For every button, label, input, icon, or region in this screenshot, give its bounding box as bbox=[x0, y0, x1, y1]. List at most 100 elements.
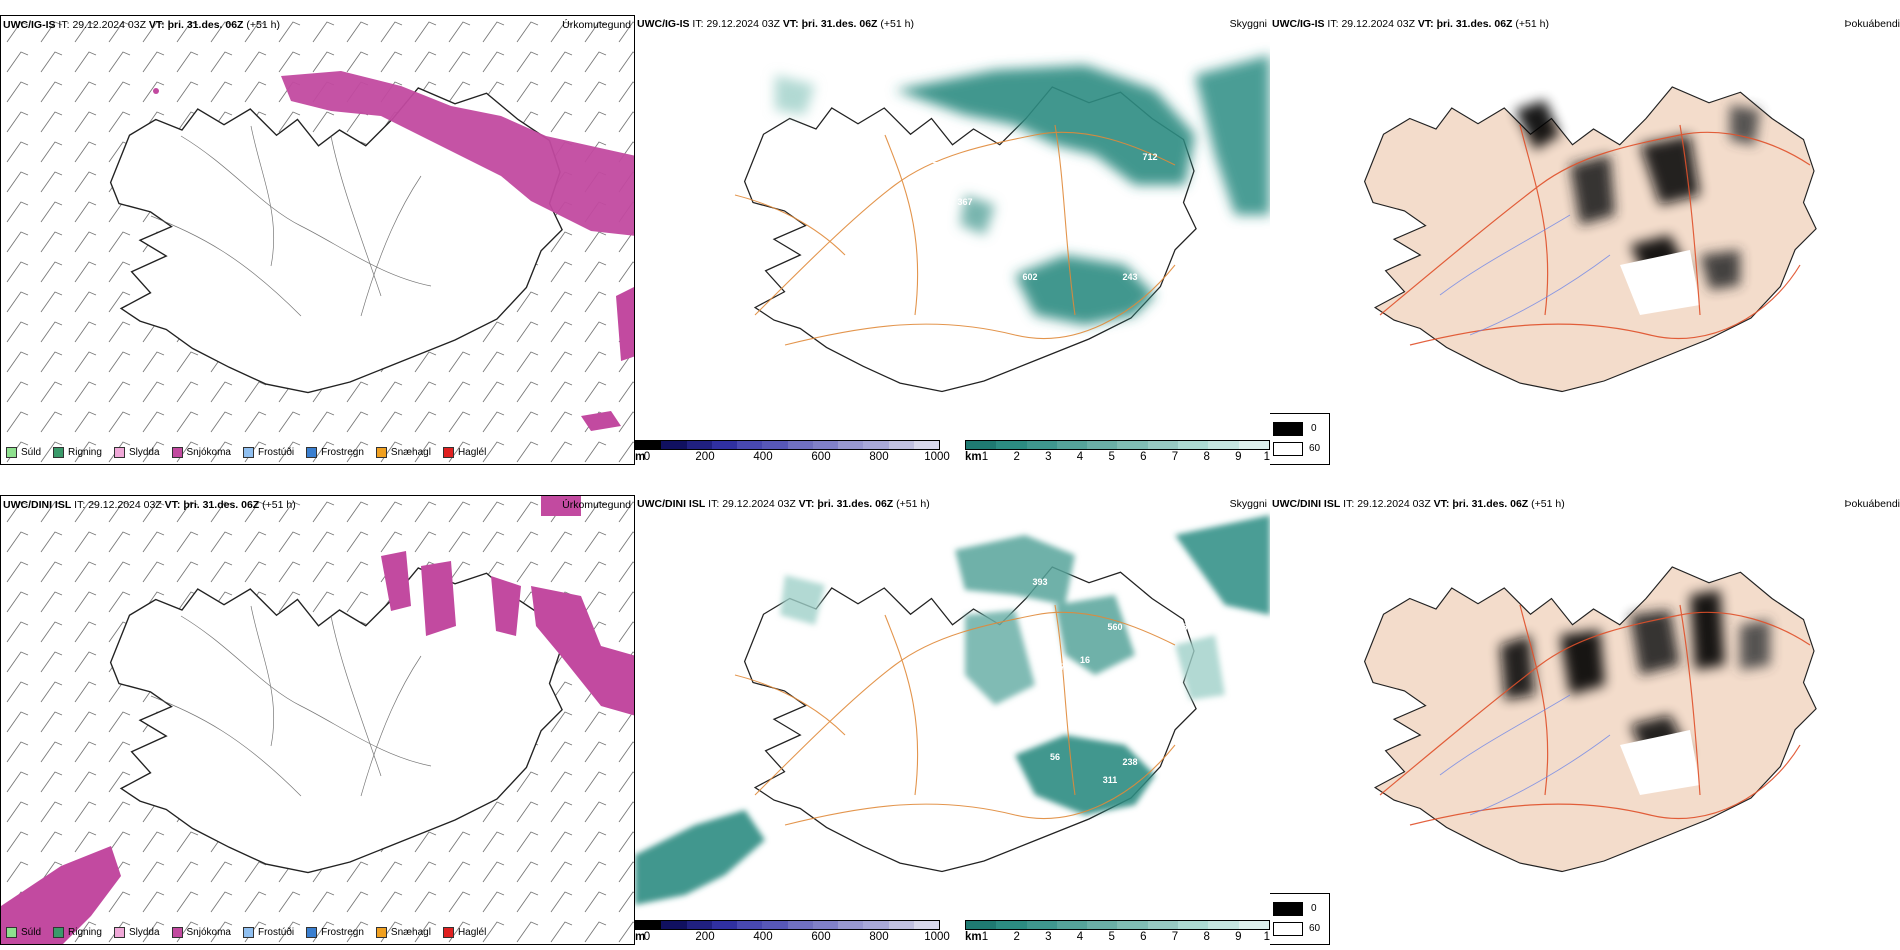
colorbar-tick-label: 1 bbox=[981, 451, 989, 463]
swatch-hail bbox=[442, 447, 454, 458]
fog-swatch-60 bbox=[1273, 442, 1303, 456]
colorbar-segment bbox=[1178, 921, 1209, 929]
fog-legend: 0 60 bbox=[1270, 893, 1330, 945]
colorbar-tick-label: 9 bbox=[1235, 451, 1242, 463]
colorbar-segment bbox=[737, 921, 763, 929]
swatch-freezing-rain bbox=[306, 447, 318, 458]
precip-legend: Súld Rigning Slydda Snjókoma Frostúði Fr… bbox=[6, 447, 486, 458]
swatch-freezing-drizzle bbox=[242, 927, 254, 938]
snow-area bbox=[1, 846, 121, 944]
colorbar-unit: m bbox=[635, 451, 646, 463]
colorbar-segment bbox=[888, 921, 914, 929]
colorbar-segment bbox=[1026, 921, 1057, 929]
colorbar-segment bbox=[913, 441, 939, 449]
panel-label: Úrkomutegund bbox=[562, 19, 631, 31]
cloud-base-label: 478 bbox=[1172, 622, 1187, 632]
colorbar-segment bbox=[863, 921, 889, 929]
swatch-drizzle bbox=[6, 927, 17, 938]
colorbar-segment bbox=[913, 921, 939, 929]
colorbar-tick-label: 4 bbox=[1076, 931, 1084, 943]
panel-label: Skyggni bbox=[1229, 498, 1267, 510]
legend-item: Súld bbox=[6, 447, 41, 458]
cloud-base-label: 56 bbox=[1050, 752, 1060, 762]
panel-label: Skyggni bbox=[1229, 18, 1267, 30]
colorbar-tick-label: 200 bbox=[695, 451, 715, 463]
cloud-base-labels: 712 483 602 243 402 367 275 bbox=[922, 152, 1157, 282]
colorbar-tick-label: 0 bbox=[643, 931, 651, 943]
visibility-map: 393 560 478 97 16 558 767 135 56 238 311 750 bbox=[635, 515, 1270, 907]
legend-item: Snjókoma bbox=[171, 447, 231, 458]
cloud-base-label: 393 bbox=[1032, 577, 1047, 587]
fog-legend-label: 60 bbox=[1309, 443, 1321, 454]
cloud-colorbar: km 1 2 3 4 5 6 7 8 9 10 bbox=[965, 920, 1270, 943]
colorbar-tick-label: 400 bbox=[753, 931, 773, 943]
colorbar-segment bbox=[1208, 441, 1239, 449]
snow-edge bbox=[581, 287, 634, 431]
swatch-freezing-drizzle bbox=[242, 447, 254, 458]
cloud-base-label: 367 bbox=[957, 197, 972, 207]
colorbar-segment bbox=[812, 441, 838, 449]
colorbar-tick-label: 9 bbox=[1235, 931, 1242, 943]
swatch-hail bbox=[442, 927, 454, 938]
cloud-base-label: 558 bbox=[1047, 692, 1062, 702]
legend-item: Frostúði bbox=[242, 447, 294, 458]
cloud-base-labels: 393 560 478 97 16 558 767 135 56 238 311 750 bbox=[707, 577, 1187, 907]
colorbar-segment bbox=[636, 921, 662, 929]
colorbar-segment bbox=[711, 921, 737, 929]
swatch-rain bbox=[53, 927, 65, 938]
colorbar-segment bbox=[1087, 921, 1118, 929]
colorbar-tick-label: 800 bbox=[869, 451, 889, 463]
legend-item: Snæhagl bbox=[375, 927, 431, 938]
colorbar-segment bbox=[996, 441, 1027, 449]
cloud-base-label: 135 bbox=[947, 727, 962, 737]
colorbar-segment bbox=[966, 921, 997, 929]
panel-label: Þokuábendi bbox=[1844, 498, 1900, 510]
colorbar-segment bbox=[711, 441, 737, 449]
visibility-map: 712 483 602 243 402 367 275 bbox=[734, 55, 1270, 393]
colorbar-tick-label: 7 bbox=[1171, 451, 1179, 463]
colorbar-segment bbox=[966, 441, 997, 449]
legend-item: Rigning bbox=[53, 447, 102, 458]
swatch-freezing-rain bbox=[306, 927, 318, 938]
fog-legend-label: 0 bbox=[1311, 903, 1317, 914]
precip-type-panel: UWC/IG-IS IT: 29.12.2024 03Z VT: þri. 31… bbox=[0, 15, 635, 465]
colorbar-segment bbox=[1147, 441, 1179, 449]
cloud-base-label: 97 bbox=[1055, 662, 1065, 672]
legend-item: Slydda bbox=[113, 927, 160, 938]
colorbar-tick-label: 0 bbox=[643, 451, 651, 463]
fog-map bbox=[1364, 86, 1817, 393]
colorbar-segment bbox=[838, 921, 864, 929]
colorbar-segment bbox=[1087, 441, 1118, 449]
colorbar-segment bbox=[1238, 921, 1269, 929]
legend-item: Frostregn bbox=[306, 447, 364, 458]
swatch-sleet bbox=[113, 447, 125, 458]
colorbar-tick-label: 600 bbox=[811, 931, 831, 943]
colorbar-tick-label: 2 bbox=[1013, 451, 1020, 463]
colorbar-segment bbox=[888, 441, 914, 449]
fog-legend-label: 60 bbox=[1309, 923, 1321, 934]
precip-map bbox=[1, 496, 634, 944]
panel-label: Þokuábendi bbox=[1844, 18, 1900, 30]
legend-item: Frostregn bbox=[306, 927, 364, 938]
legend-item: Haglél bbox=[442, 447, 486, 458]
fog-map bbox=[1364, 566, 1817, 873]
colorbar-tick-label: 4 bbox=[1076, 451, 1084, 463]
colorbar-tick-label: 6 bbox=[1140, 931, 1147, 943]
colorbar-unit: km bbox=[965, 451, 982, 463]
colorbar-segment bbox=[762, 441, 788, 449]
colorbar-segment bbox=[1238, 441, 1269, 449]
colorbar-segment bbox=[812, 921, 838, 929]
panel-title: UWC/IG-IS IT: 29.12.2024 03Z VT: þri. 31… bbox=[1272, 18, 1549, 30]
cloud-base-label: 712 bbox=[1142, 152, 1157, 162]
colorbar-segment bbox=[1147, 921, 1179, 929]
precip-legend: Súld Rigning Slydda Snjókoma Frostúði Fr… bbox=[6, 927, 486, 938]
precip-map bbox=[1, 16, 634, 464]
colorbar-tick-label: 1 bbox=[981, 931, 989, 943]
colorbar-segment bbox=[1178, 441, 1209, 449]
cloud-base-label: 602 bbox=[1022, 272, 1037, 282]
cloud-base-label: 16 bbox=[1080, 655, 1090, 665]
colorbar-segment bbox=[1117, 441, 1148, 449]
colorbar-segment bbox=[787, 441, 813, 449]
colorbar-tick-label: 3 bbox=[1045, 931, 1052, 943]
colorbar-tick-label: 3 bbox=[1045, 451, 1052, 463]
